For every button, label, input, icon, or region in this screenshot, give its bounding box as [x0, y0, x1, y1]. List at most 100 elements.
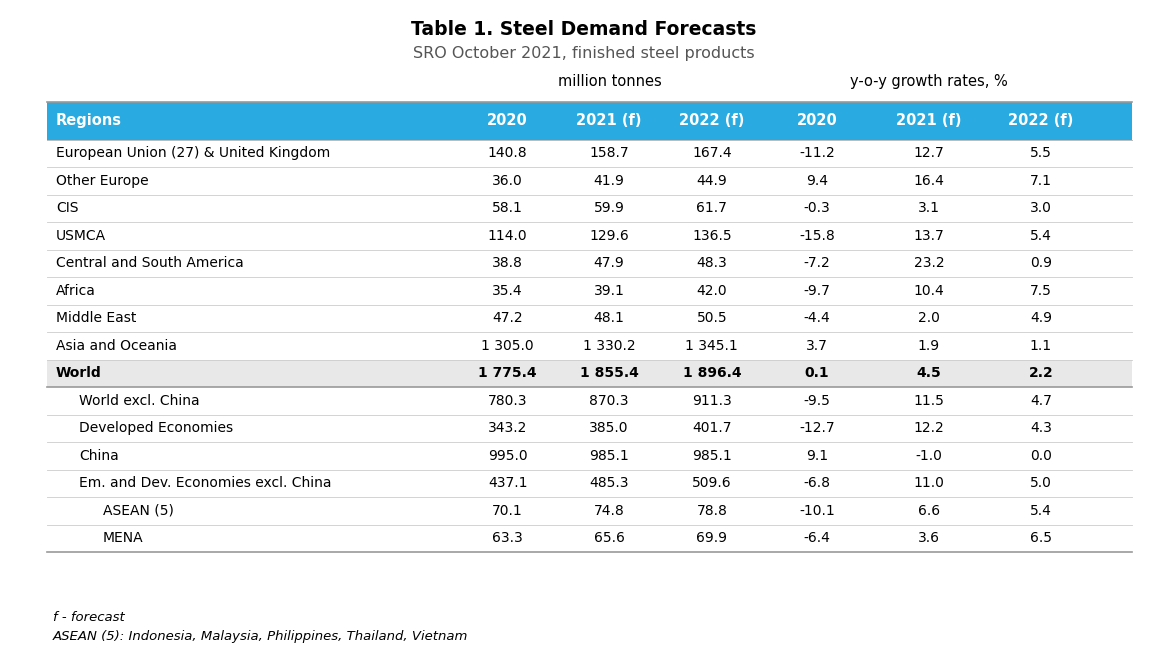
Text: 12.7: 12.7	[914, 146, 944, 160]
Text: 385.0: 385.0	[589, 421, 629, 436]
Text: 35.4: 35.4	[492, 284, 523, 298]
Text: y-o-y growth rates, %: y-o-y growth rates, %	[850, 75, 1008, 89]
Text: 1 305.0: 1 305.0	[481, 339, 534, 353]
Text: 2021 (f): 2021 (f)	[576, 113, 642, 128]
Text: 38.8: 38.8	[492, 256, 523, 271]
Text: 158.7: 158.7	[589, 146, 629, 160]
Text: 509.6: 509.6	[692, 476, 732, 491]
Text: European Union (27) & United Kingdom: European Union (27) & United Kingdom	[56, 146, 330, 160]
Text: 11.0: 11.0	[914, 476, 944, 491]
Text: 2.2: 2.2	[1028, 366, 1054, 381]
Text: 23.2: 23.2	[914, 256, 944, 271]
Text: 485.3: 485.3	[589, 476, 629, 491]
Text: 5.0: 5.0	[1030, 476, 1051, 491]
Text: 39.1: 39.1	[594, 284, 624, 298]
Text: 870.3: 870.3	[589, 394, 629, 408]
Text: China: China	[79, 449, 119, 463]
Text: 1 855.4: 1 855.4	[580, 366, 638, 381]
Text: 2020: 2020	[488, 113, 527, 128]
Text: 50.5: 50.5	[697, 311, 727, 326]
Text: Developed Economies: Developed Economies	[79, 421, 233, 436]
Text: 167.4: 167.4	[692, 146, 732, 160]
Bar	[47, 360, 1132, 387]
Text: 2021 (f): 2021 (f)	[896, 113, 962, 128]
Text: 0.9: 0.9	[1030, 256, 1051, 271]
Text: -1.0: -1.0	[915, 449, 943, 463]
Text: 48.3: 48.3	[697, 256, 727, 271]
Text: 13.7: 13.7	[914, 229, 944, 243]
Text: million tonnes: million tonnes	[558, 75, 662, 89]
Text: 42.0: 42.0	[697, 284, 727, 298]
Text: ASEAN (5): Indonesia, Malaysia, Philippines, Thailand, Vietnam: ASEAN (5): Indonesia, Malaysia, Philippi…	[53, 630, 468, 643]
Text: 58.1: 58.1	[492, 201, 523, 215]
Text: 0.1: 0.1	[804, 366, 830, 381]
Text: 1 345.1: 1 345.1	[685, 339, 739, 353]
Text: 41.9: 41.9	[594, 174, 624, 188]
Text: 140.8: 140.8	[488, 146, 527, 160]
Text: Africa: Africa	[56, 284, 96, 298]
Text: World excl. China: World excl. China	[79, 394, 200, 408]
Text: 69.9: 69.9	[697, 531, 727, 546]
Text: 2022 (f): 2022 (f)	[1008, 113, 1074, 128]
Text: 47.9: 47.9	[594, 256, 624, 271]
Text: 2020: 2020	[797, 113, 837, 128]
Text: 401.7: 401.7	[692, 421, 732, 436]
Text: 1.9: 1.9	[918, 339, 939, 353]
Text: World: World	[56, 366, 102, 381]
Text: 2022 (f): 2022 (f)	[679, 113, 745, 128]
Text: -9.5: -9.5	[803, 394, 831, 408]
Text: 985.1: 985.1	[589, 449, 629, 463]
Text: -6.4: -6.4	[803, 531, 831, 546]
Text: -15.8: -15.8	[799, 229, 834, 243]
Text: 4.7: 4.7	[1030, 394, 1051, 408]
Text: 59.9: 59.9	[594, 201, 624, 215]
Text: 36.0: 36.0	[492, 174, 523, 188]
Text: 9.4: 9.4	[806, 174, 827, 188]
Text: Regions: Regions	[56, 113, 123, 128]
Text: 437.1: 437.1	[488, 476, 527, 491]
Text: 5.4: 5.4	[1030, 504, 1051, 518]
Text: 2.0: 2.0	[918, 311, 939, 326]
Text: 12.2: 12.2	[914, 421, 944, 436]
Text: 5.4: 5.4	[1030, 229, 1051, 243]
Text: 63.3: 63.3	[492, 531, 523, 546]
Text: Central and South America: Central and South America	[56, 256, 244, 271]
Text: 3.7: 3.7	[806, 339, 827, 353]
Text: -4.4: -4.4	[804, 311, 830, 326]
Text: 3.6: 3.6	[918, 531, 939, 546]
Text: Middle East: Middle East	[56, 311, 137, 326]
Text: Table 1. Steel Demand Forecasts: Table 1. Steel Demand Forecasts	[411, 20, 756, 39]
Text: 9.1: 9.1	[806, 449, 827, 463]
Text: -12.7: -12.7	[799, 421, 834, 436]
Text: 6.6: 6.6	[918, 504, 939, 518]
Text: 6.5: 6.5	[1030, 531, 1051, 546]
Text: 48.1: 48.1	[594, 311, 624, 326]
Text: -6.8: -6.8	[803, 476, 831, 491]
Text: 11.5: 11.5	[914, 394, 944, 408]
Text: 343.2: 343.2	[488, 421, 527, 436]
Text: 1 775.4: 1 775.4	[478, 366, 537, 381]
Text: 1 330.2: 1 330.2	[582, 339, 636, 353]
Text: 780.3: 780.3	[488, 394, 527, 408]
Text: 74.8: 74.8	[594, 504, 624, 518]
Text: Em. and Dev. Economies excl. China: Em. and Dev. Economies excl. China	[79, 476, 331, 491]
Text: 5.5: 5.5	[1030, 146, 1051, 160]
Text: 4.9: 4.9	[1030, 311, 1051, 326]
Text: f - forecast: f - forecast	[53, 610, 124, 624]
Text: CIS: CIS	[56, 201, 78, 215]
Text: 78.8: 78.8	[697, 504, 727, 518]
Text: MENA: MENA	[103, 531, 144, 546]
Text: 70.1: 70.1	[492, 504, 523, 518]
Text: Other Europe: Other Europe	[56, 174, 148, 188]
Text: 44.9: 44.9	[697, 174, 727, 188]
Text: 1 896.4: 1 896.4	[683, 366, 741, 381]
Text: 114.0: 114.0	[488, 229, 527, 243]
Text: -0.3: -0.3	[804, 201, 830, 215]
Text: 7.5: 7.5	[1030, 284, 1051, 298]
Text: 10.4: 10.4	[914, 284, 944, 298]
Text: -10.1: -10.1	[799, 504, 834, 518]
Text: 129.6: 129.6	[589, 229, 629, 243]
Text: -9.7: -9.7	[803, 284, 831, 298]
Text: 47.2: 47.2	[492, 311, 523, 326]
Text: 16.4: 16.4	[914, 174, 944, 188]
